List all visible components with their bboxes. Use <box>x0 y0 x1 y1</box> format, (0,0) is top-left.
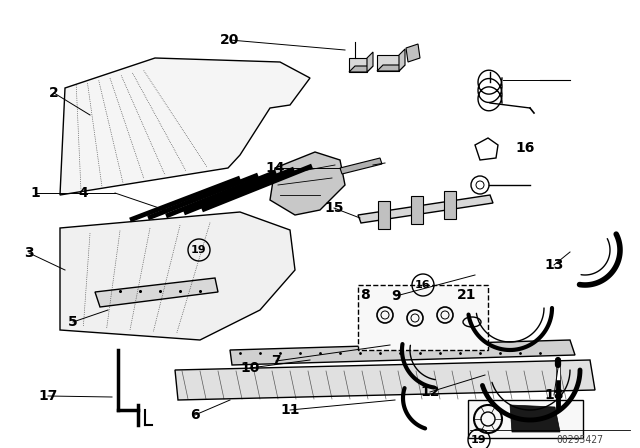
Text: 1: 1 <box>30 186 40 200</box>
Text: 18: 18 <box>544 388 564 402</box>
Text: 16: 16 <box>415 280 431 290</box>
Text: 13: 13 <box>544 258 564 272</box>
Polygon shape <box>95 278 218 307</box>
Polygon shape <box>340 158 382 174</box>
Text: 4: 4 <box>78 186 88 200</box>
FancyBboxPatch shape <box>468 400 583 438</box>
Polygon shape <box>377 55 399 71</box>
Text: 12: 12 <box>420 385 440 399</box>
Text: 8: 8 <box>360 288 370 302</box>
Text: 00295427: 00295427 <box>557 435 604 445</box>
Text: 10: 10 <box>240 361 260 375</box>
Text: 11: 11 <box>280 403 300 417</box>
Polygon shape <box>444 191 456 219</box>
Polygon shape <box>349 66 373 72</box>
Text: 2: 2 <box>49 86 59 100</box>
Polygon shape <box>377 65 405 71</box>
Polygon shape <box>270 152 345 215</box>
Text: 21: 21 <box>457 288 477 302</box>
Polygon shape <box>399 49 405 71</box>
Text: 6: 6 <box>190 408 200 422</box>
Text: 9: 9 <box>391 289 401 303</box>
Polygon shape <box>349 58 367 72</box>
Text: 3: 3 <box>24 246 34 260</box>
Text: 19: 19 <box>191 245 207 255</box>
Text: 19: 19 <box>471 435 487 445</box>
Polygon shape <box>367 52 373 72</box>
Polygon shape <box>60 58 310 195</box>
Polygon shape <box>412 196 424 224</box>
Polygon shape <box>60 212 295 340</box>
Text: 7: 7 <box>271 354 281 368</box>
Text: 17: 17 <box>38 389 58 403</box>
Polygon shape <box>230 340 575 365</box>
Polygon shape <box>510 405 560 432</box>
Text: 15: 15 <box>324 201 344 215</box>
Polygon shape <box>378 201 390 229</box>
Text: 16: 16 <box>515 141 534 155</box>
Text: 20: 20 <box>220 33 240 47</box>
Text: 14: 14 <box>265 161 285 175</box>
Polygon shape <box>175 360 595 400</box>
FancyBboxPatch shape <box>358 285 488 350</box>
Polygon shape <box>358 195 493 223</box>
Text: 5: 5 <box>68 315 78 329</box>
Polygon shape <box>406 44 420 62</box>
